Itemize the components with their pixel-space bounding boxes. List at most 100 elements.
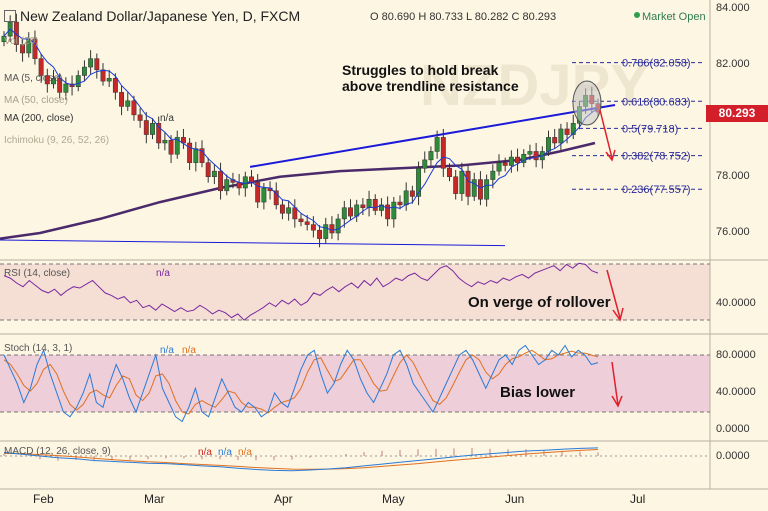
- stoch-y-tick: 0.0000: [716, 423, 750, 435]
- rsi-layer: [3, 262, 599, 321]
- candle-body: [168, 139, 174, 155]
- candle-body: [310, 224, 316, 231]
- candle-body: [465, 170, 471, 197]
- candle-body: [125, 100, 131, 107]
- ma200-layer: [0, 141, 596, 240]
- candle-body: [187, 142, 193, 163]
- candle-body: [211, 170, 217, 177]
- candle-body: [13, 21, 19, 45]
- rsi-arrowhead: [612, 307, 624, 322]
- candle-body: [236, 182, 242, 189]
- candle-body: [205, 162, 211, 177]
- candle-body: [521, 154, 527, 163]
- stoch-k-value: n/a: [160, 345, 174, 356]
- y-tick: 78.000: [716, 170, 750, 182]
- vol-legend[interactable]: Vol (20): [4, 36, 39, 47]
- candle-body: [428, 151, 434, 161]
- candle-body: [137, 114, 143, 121]
- candle-body: [156, 123, 162, 144]
- candle-body: [546, 137, 551, 152]
- stoch-legend[interactable]: Stoch (14, 3, 1): [4, 343, 73, 354]
- rsi-band: [0, 264, 710, 320]
- collapse-icon[interactable]: [4, 10, 16, 22]
- candle-body: [286, 207, 292, 214]
- candle-body: [403, 190, 409, 206]
- candle-body: [63, 83, 69, 93]
- candle-body: [484, 179, 490, 200]
- candle-body: [533, 151, 539, 161]
- macd-y-tick: 0.0000: [716, 450, 750, 462]
- candle-body: [100, 69, 106, 82]
- x-tick: Mar: [144, 492, 165, 506]
- candle-body: [32, 38, 38, 59]
- candle-body: [447, 168, 452, 177]
- candle-body: [224, 179, 230, 192]
- last-price-badge: 80.293: [706, 105, 768, 122]
- candle-body: [106, 78, 112, 82]
- candle-body: [366, 199, 372, 208]
- macd-value-2: n/a: [218, 447, 232, 458]
- fib-label: 0.382(78.752): [622, 151, 691, 163]
- stoch-d-value: n/a: [182, 345, 196, 356]
- candle-body: [372, 199, 378, 211]
- candle-body: [409, 190, 415, 197]
- macd-legend[interactable]: MACD (12, 26, close, 9): [4, 446, 111, 457]
- annotation-rsi: On verge of rollover: [468, 294, 611, 311]
- candle-body: [502, 162, 508, 166]
- candle-body: [459, 170, 465, 194]
- candle-body: [552, 137, 558, 144]
- trendline-support: [0, 239, 506, 247]
- trendlines-layer: [0, 104, 616, 247]
- macd-layer: [3, 447, 599, 472]
- fib-label: 0.236(77.557): [622, 184, 691, 196]
- ma200-legend[interactable]: MA (200, close): [4, 113, 74, 124]
- candle-body: [119, 92, 125, 107]
- candle-body: [255, 182, 261, 203]
- candle-body: [218, 170, 224, 192]
- main-down-arrow: [599, 109, 613, 159]
- candle-body: [298, 218, 304, 222]
- candle-body: [261, 187, 267, 203]
- candle-body: [564, 128, 570, 135]
- candle-body: [180, 137, 186, 144]
- stoch-y-tick: 80.0000: [716, 349, 756, 361]
- candle-body: [150, 123, 155, 135]
- ohlc-readout: O 80.690 H 80.733 L 80.282 C 80.293: [370, 11, 557, 23]
- candle-body: [242, 176, 248, 189]
- ma5-legend[interactable]: MA (5, close): [4, 73, 63, 84]
- candle-body: [335, 218, 341, 234]
- ma50-legend[interactable]: MA (50, close): [4, 95, 68, 106]
- candle-body: [477, 179, 483, 200]
- y-tick: 84.000: [716, 2, 750, 14]
- candle-body: [131, 100, 137, 116]
- rsi-y-tick: 40.0000: [716, 297, 756, 309]
- candles-layer: [1, 13, 601, 248]
- candle-body: [1, 35, 7, 42]
- rsi-legend[interactable]: RSI (14, close): [4, 268, 71, 279]
- candle-body: [496, 162, 502, 172]
- main-panel: [0, 0, 710, 258]
- ma200-line: [0, 141, 596, 240]
- market-open-dot: [634, 12, 640, 18]
- highlight-ellipse: [572, 80, 602, 126]
- fib-label: 0.618(80.683): [622, 96, 691, 108]
- fib-label: 0.786(82.058): [622, 58, 691, 70]
- candle-body: [88, 58, 94, 68]
- watermark: NZDJPY: [420, 53, 649, 118]
- ma200-value: n/a: [160, 113, 174, 124]
- candle-body: [75, 75, 81, 87]
- ichimoku-legend[interactable]: Ichimoku (9, 26, 52, 26): [4, 135, 110, 146]
- annotation-stoch: Bias lower: [500, 384, 576, 401]
- ma5-line: [3, 28, 599, 231]
- candle-body: [279, 204, 285, 214]
- candle-body: [397, 201, 403, 206]
- candle-body: [94, 58, 100, 71]
- candle-body: [38, 58, 44, 76]
- candle-body: [193, 148, 199, 163]
- trendline-resistance: [249, 104, 616, 168]
- fib-label: 0.5(79.718): [622, 123, 678, 135]
- chart-title: New Zealand Dollar/Japanese Yen, D, FXCM: [20, 8, 301, 24]
- main-arrowhead: [605, 149, 616, 162]
